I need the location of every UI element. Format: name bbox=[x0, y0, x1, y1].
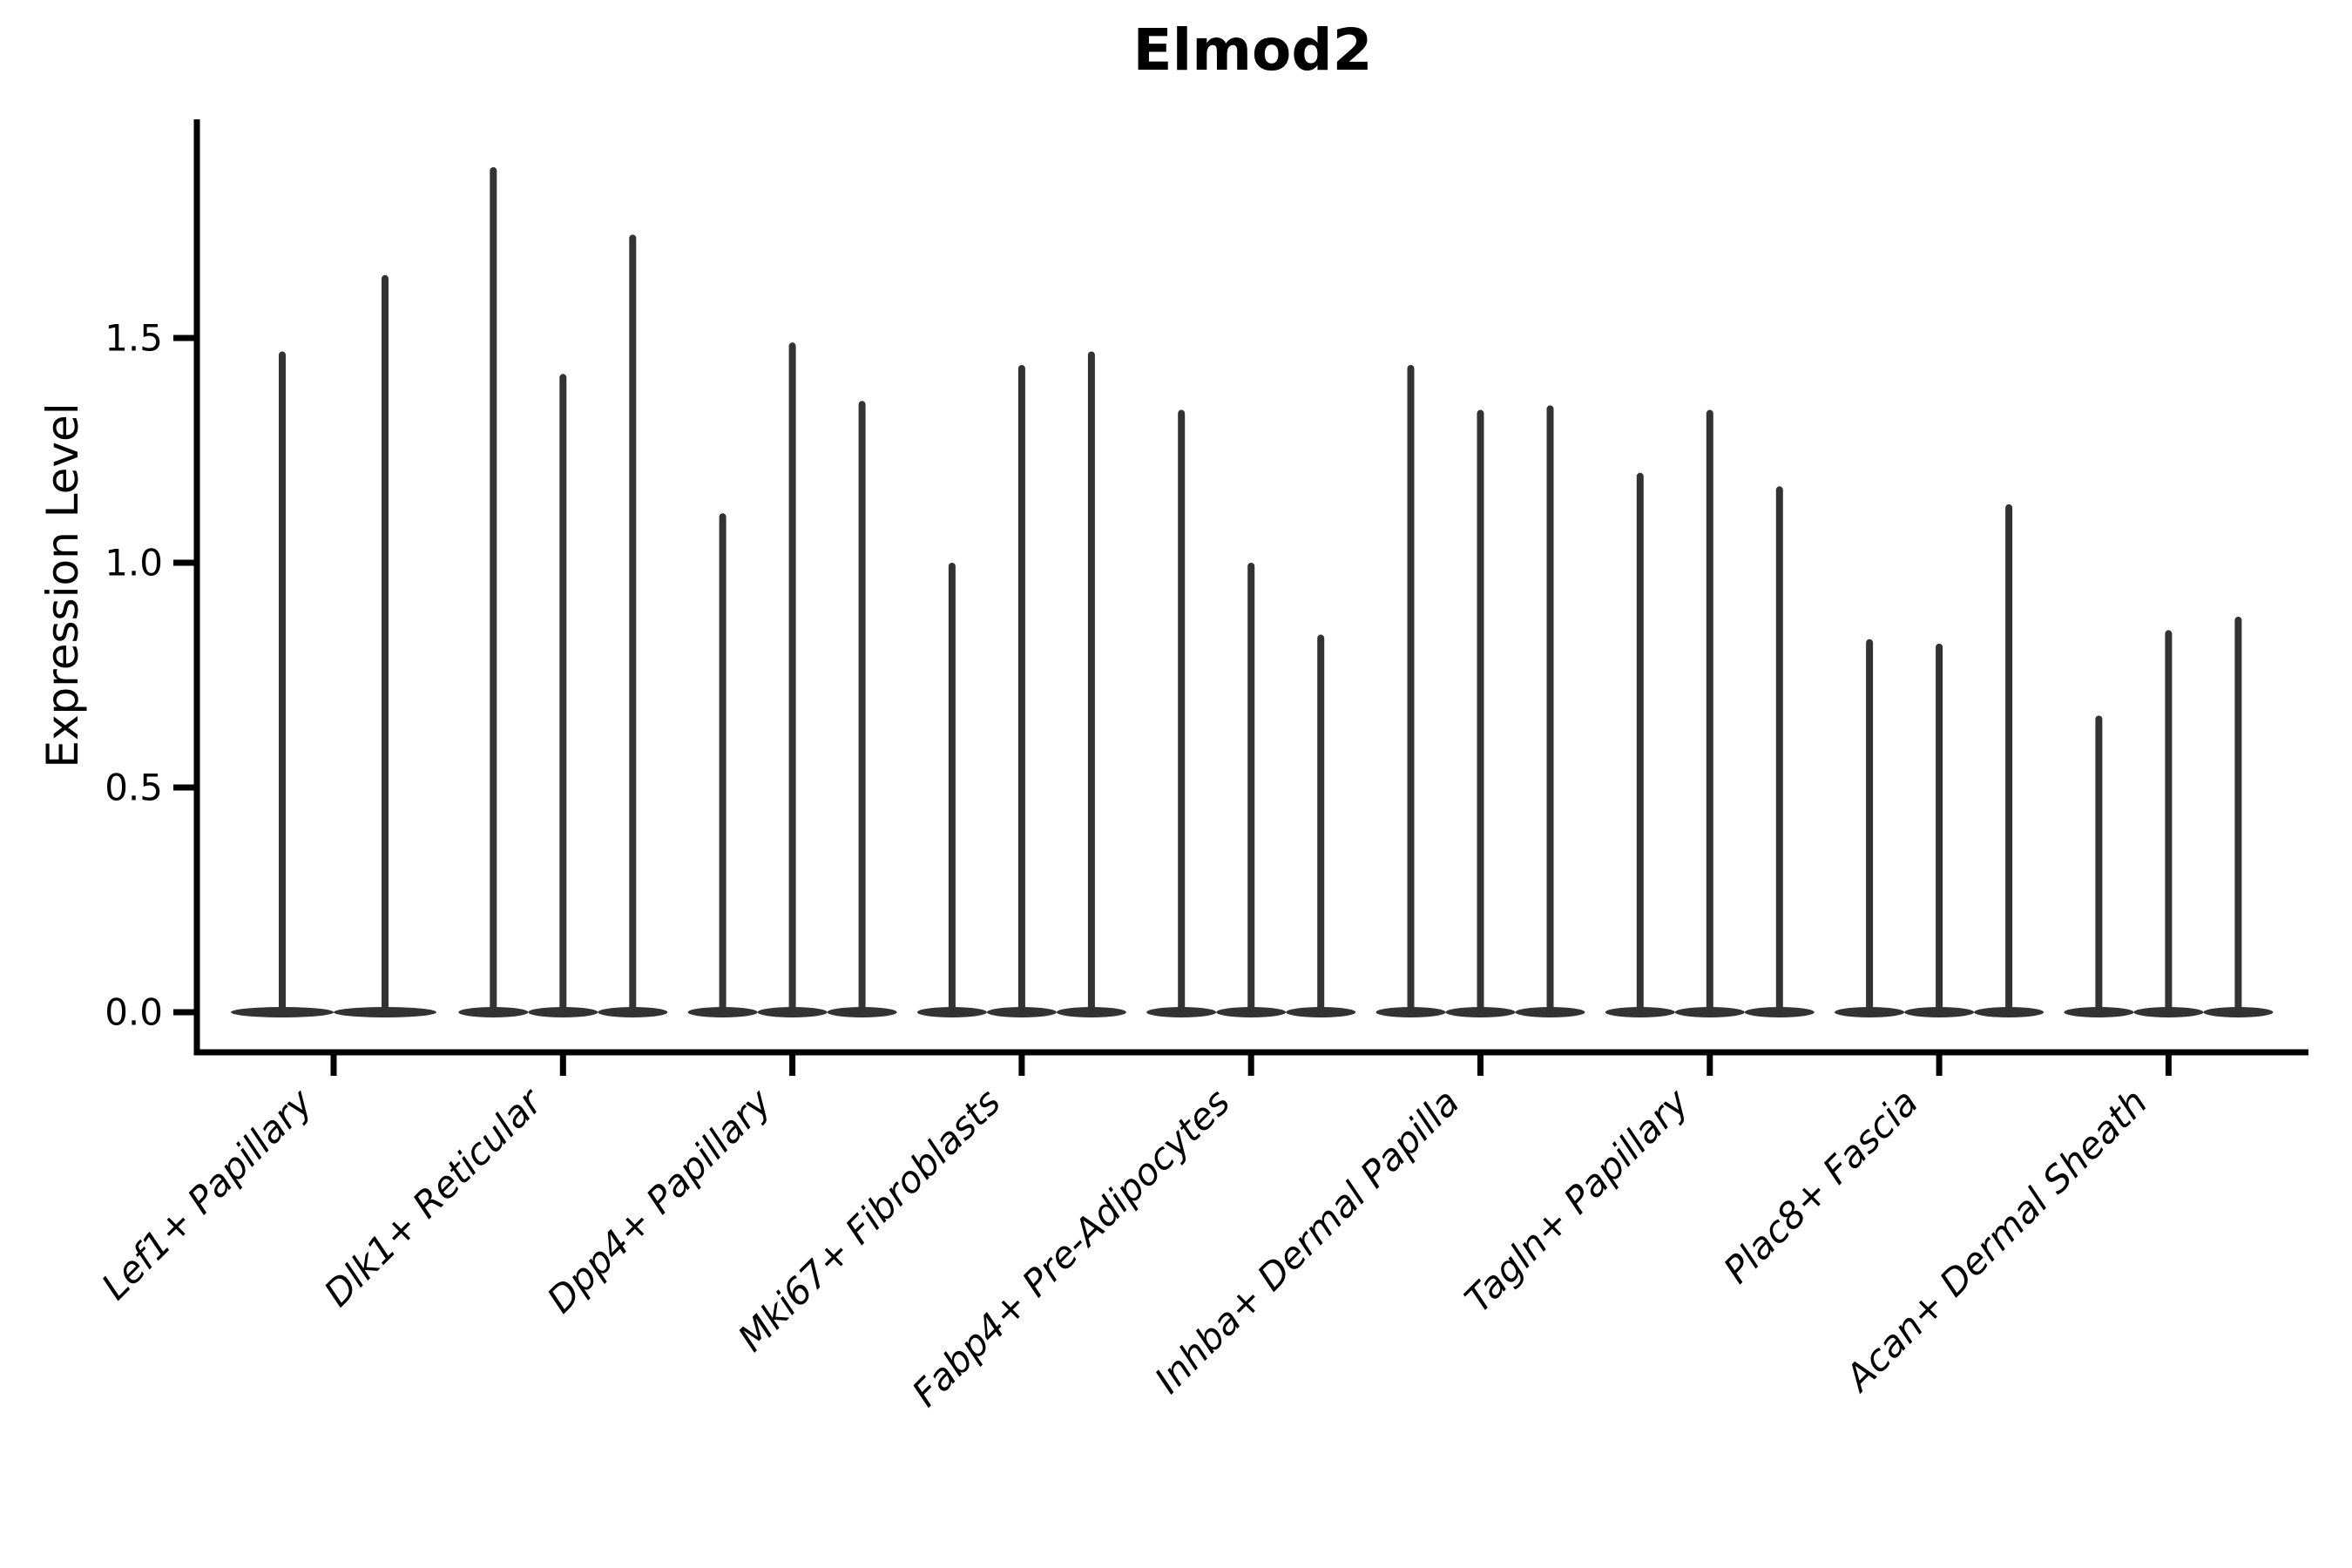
y-tick-label: 1.0 bbox=[105, 542, 163, 585]
x-tick-label: Dlk1+ Reticular bbox=[316, 1078, 552, 1315]
x-tick-label: Lef1+ Papillary bbox=[93, 1080, 321, 1308]
y-tick-label: 0.0 bbox=[105, 991, 163, 1034]
x-tick-label: Mki67+ Fibroblasts bbox=[730, 1080, 1009, 1359]
y-tick-label: 1.5 bbox=[105, 317, 163, 360]
y-tick-label: 0.5 bbox=[105, 767, 163, 809]
x-tick-label: Dpp4+ Papillary bbox=[539, 1080, 781, 1321]
x-tick-label: Plac8+ Fascia bbox=[1715, 1080, 1926, 1291]
x-tick-label: Tagln+ Papillary bbox=[1456, 1080, 1698, 1321]
plot-title: Elmod2 bbox=[1132, 17, 1373, 84]
